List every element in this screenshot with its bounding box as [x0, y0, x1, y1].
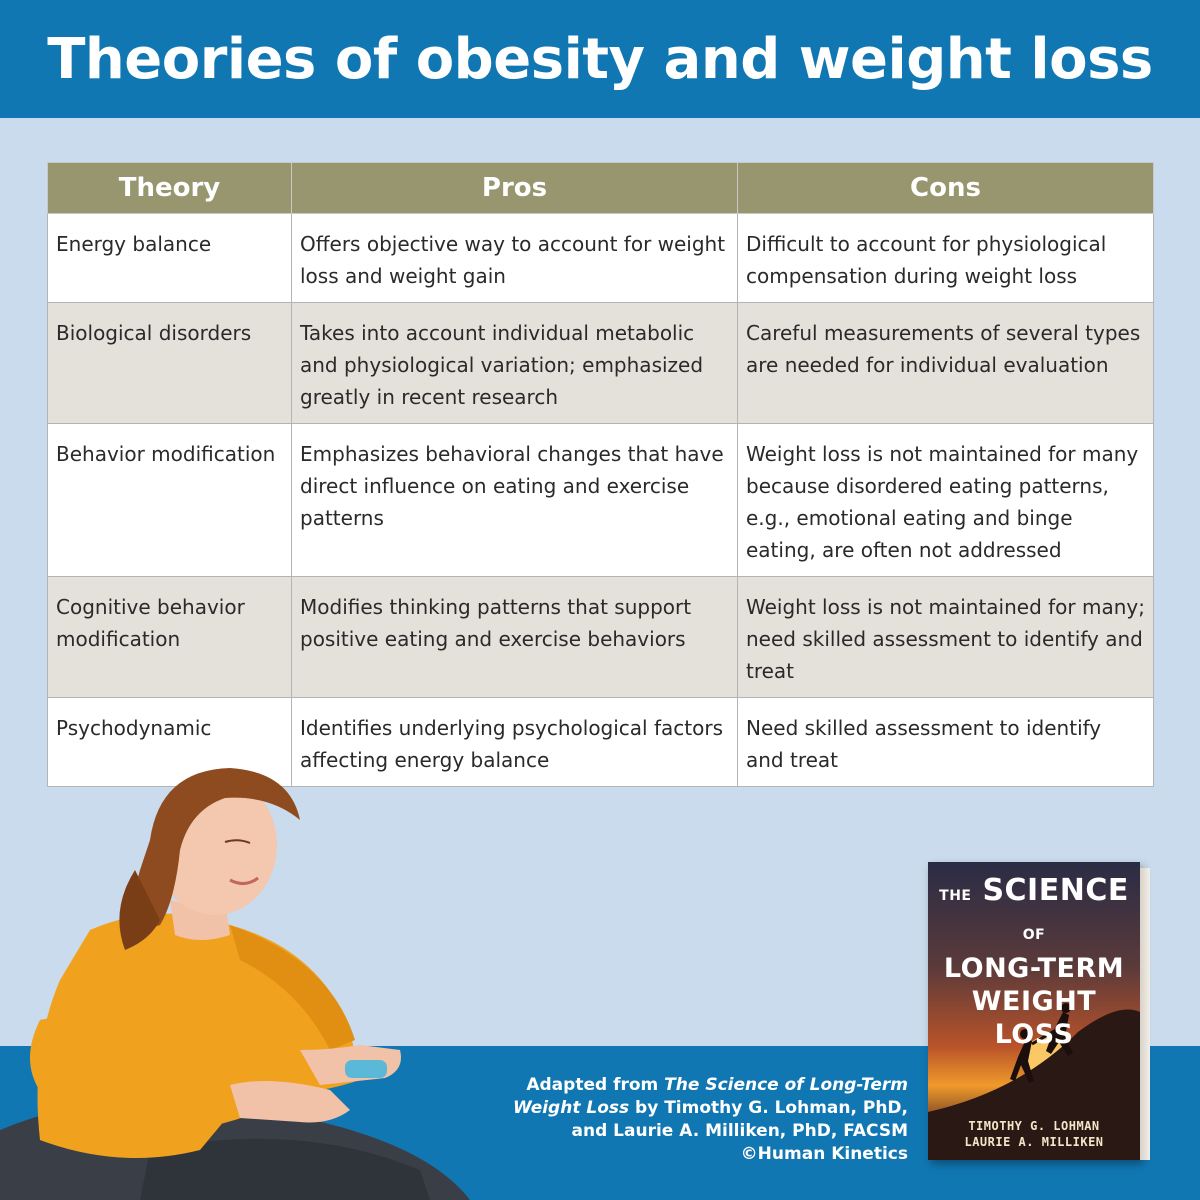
- cons-cell: Difficult to account for physiological c…: [737, 213, 1154, 303]
- book-title-the: THE: [939, 888, 972, 904]
- theories-table-container: Theory Pros Cons Energy balance Offers o…: [47, 162, 1154, 787]
- theory-cell: Biological disorders: [47, 302, 292, 424]
- credit-prefix: Adapted from: [526, 1075, 665, 1095]
- book-spine: [1140, 868, 1150, 1160]
- cons-cell: Careful measurements of several types ar…: [737, 302, 1154, 424]
- theory-cell: Psychodynamic: [47, 697, 292, 787]
- book-authors: TIMOTHY G. LOHMAN LAURIE A. MILLIKEN: [928, 1118, 1140, 1150]
- book-author-1: TIMOTHY G. LOHMAN: [968, 1119, 1100, 1133]
- book-title-line3: WEIGHT LOSS: [971, 986, 1097, 1050]
- credit-copyright: ©Human Kinetics: [740, 1144, 908, 1164]
- theory-cell: Cognitive behavior modification: [47, 576, 292, 698]
- column-header-cons: Cons: [737, 162, 1154, 214]
- attribution-credit: Adapted from The Science of Long-Term We…: [488, 1074, 908, 1166]
- book-title-of: OF: [1022, 927, 1046, 943]
- book-title: THE SCIENCE OF LONG-TERM WEIGHT LOSS: [928, 874, 1140, 1051]
- column-header-pros: Pros: [291, 162, 738, 214]
- credit-authors: by Timothy G. Lohman, PhD, and Laurie A.…: [571, 1098, 908, 1141]
- cons-cell: Need skilled assessment to identify and …: [737, 697, 1154, 787]
- cons-cell: Weight loss is not maintained for many b…: [737, 423, 1154, 577]
- theory-cell: Energy balance: [47, 213, 292, 303]
- pros-cell: Takes into account individual metabolic …: [291, 302, 738, 424]
- book-cover: THE SCIENCE OF LONG-TERM WEIGHT LOSS TIM…: [928, 862, 1140, 1160]
- fitness-tracker-icon: [345, 1060, 387, 1078]
- column-header-theory: Theory: [47, 162, 292, 214]
- theory-cell: Behavior modification: [47, 423, 292, 577]
- table-row: Psychodynamic Identifies underlying psyc…: [47, 697, 1154, 787]
- book-cover-image: THE SCIENCE OF LONG-TERM WEIGHT LOSS TIM…: [928, 862, 1152, 1160]
- pros-cell: Emphasizes behavioral changes that have …: [291, 423, 738, 577]
- climbers-silhouette-icon: [928, 1003, 1140, 1160]
- pros-cell: Offers objective way to account for weig…: [291, 213, 738, 303]
- table-row: Behavior modification Emphasizes behavio…: [47, 423, 1154, 577]
- page-title: Theories of obesity and weight loss: [47, 26, 1153, 92]
- table-header-row: Theory Pros Cons: [47, 162, 1154, 214]
- book-title-science: SCIENCE: [982, 873, 1129, 908]
- table-row: Energy balance Offers objective way to a…: [47, 213, 1154, 303]
- theories-table: Theory Pros Cons Energy balance Offers o…: [47, 162, 1154, 787]
- credit-book-title: The Science of Long-Term Weight Loss: [513, 1075, 908, 1118]
- book-author-2: LAURIE A. MILLIKEN: [964, 1135, 1104, 1149]
- pros-cell: Identifies underlying psychological fact…: [291, 697, 738, 787]
- person-checking-fitness-tracker-illustration: [0, 768, 470, 1200]
- pros-cell: Modifies thinking patterns that support …: [291, 576, 738, 698]
- book-title-line2: LONG-TERM: [943, 953, 1125, 984]
- cons-cell: Weight loss is not maintained for many; …: [737, 576, 1154, 698]
- table-row: Cognitive behavior modification Modifies…: [47, 576, 1154, 698]
- header-banner: Theories of obesity and weight loss: [0, 0, 1200, 118]
- table-row: Biological disorders Takes into account …: [47, 302, 1154, 424]
